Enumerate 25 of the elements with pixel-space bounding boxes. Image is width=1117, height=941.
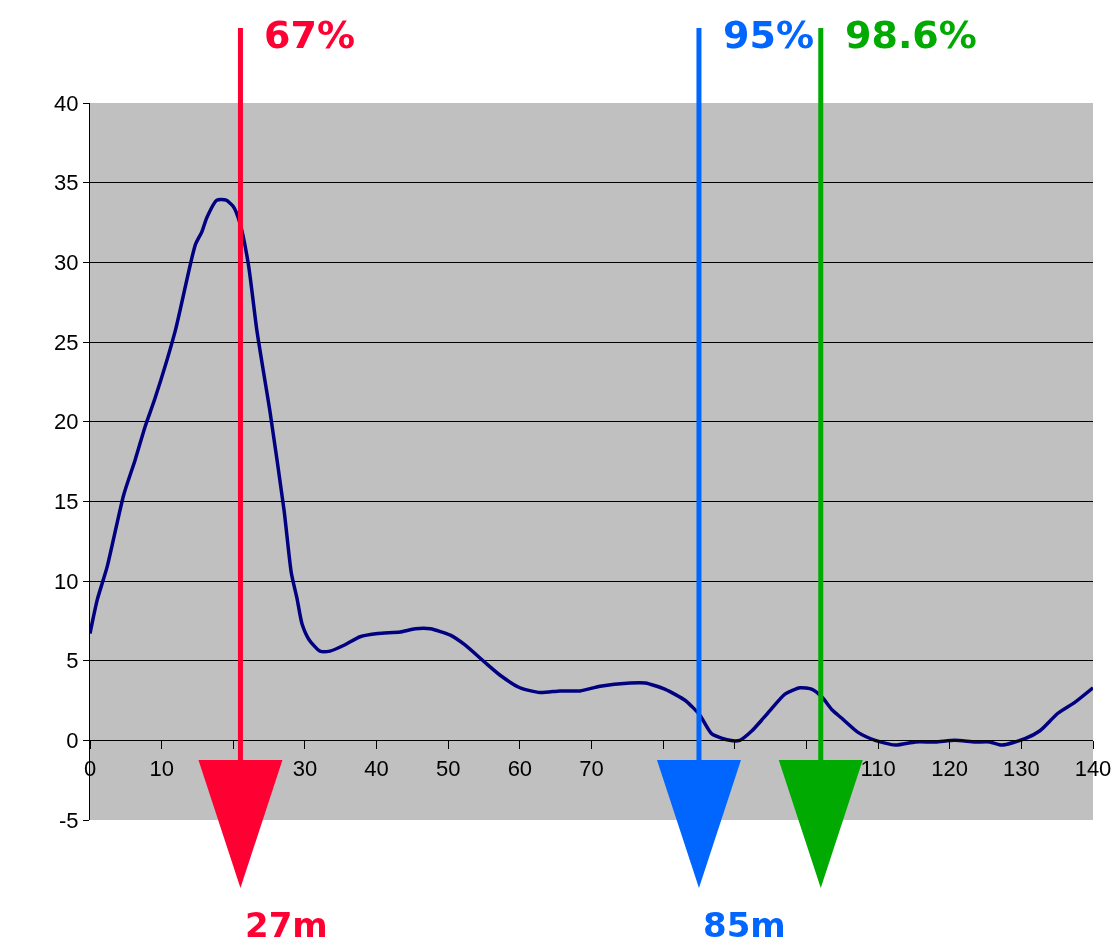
x-tick-label: 130 [1003, 755, 1040, 781]
x-tick-label: 30 [292, 755, 318, 781]
x-tick-label: 10 [149, 755, 174, 781]
y-tick-label: 30 [54, 250, 79, 276]
y-tick-label: 0 [66, 728, 79, 754]
x-tick-label: 70 [579, 755, 604, 781]
x-tick-label: 50 [435, 755, 461, 781]
y-tick-label: 35 [54, 170, 79, 196]
y-tick-label: 10 [54, 568, 79, 594]
text: 85m [703, 905, 786, 941]
text: 27m [245, 905, 328, 941]
y-tick-label: 40 [54, 90, 79, 116]
y-tick-label: 25 [54, 329, 79, 355]
x-tick-label: 110 [860, 755, 896, 781]
text: 98.6% [845, 13, 977, 57]
y-tick-label: 20 [54, 409, 79, 435]
text: 95% [723, 13, 814, 57]
y-tick-label: 5 [66, 648, 79, 674]
x-tick-label: 40 [364, 755, 389, 781]
y-tick-label: 15 [54, 489, 79, 515]
x-tick-label: 120 [931, 755, 969, 781]
x-tick-label: 140 [1074, 755, 1112, 781]
text: 67% [264, 13, 355, 57]
x-tick-label: 60 [507, 755, 533, 781]
y-tick-label: -5 [59, 807, 79, 833]
